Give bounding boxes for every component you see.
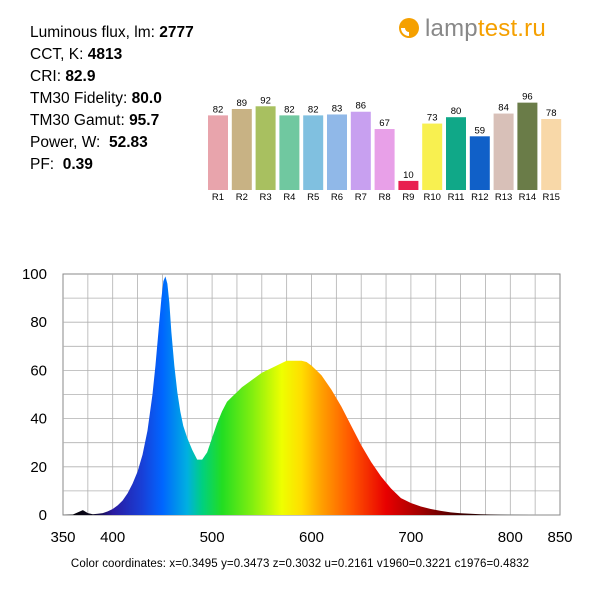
cri-bar-R15 — [541, 119, 562, 190]
y-tick-label: 60 — [30, 362, 47, 379]
stat-pf: PF: 0.39 — [30, 156, 93, 173]
cri-value-R14: 96 — [522, 92, 533, 103]
x-tick-label: 500 — [200, 529, 225, 546]
y-tick-label: 80 — [30, 314, 47, 331]
cri-label-R14: R14 — [519, 192, 536, 203]
cri-label-R2: R2 — [236, 192, 248, 203]
cri-value-R12: 59 — [475, 125, 486, 136]
cri-value-R9: 10 — [403, 170, 414, 181]
stat-tm30-gamut: TM30 Gamut: 95.7 — [30, 112, 160, 129]
x-tick-label: 850 — [547, 529, 572, 546]
spectrum-area — [63, 276, 560, 515]
cri-bar-chart: 82 R1 89 R2 92 R3 82 R4 82 R5 83 R6 86 R7 67 R8 10 R9 73 R1… — [208, 92, 562, 203]
stat-luminous-flux: Luminous flux, lm: 2777 — [30, 24, 194, 41]
x-tick-label: 800 — [498, 529, 523, 546]
stat-cri: CRI: 82.9 — [30, 68, 96, 85]
cri-label-R10: R10 — [423, 192, 440, 203]
cri-bar-R14 — [517, 102, 538, 190]
bulb-icon — [399, 18, 419, 38]
stat-power: Power, W: 52.83 — [30, 134, 148, 151]
cri-value-R7: 86 — [356, 101, 367, 112]
cri-label-R6: R6 — [331, 192, 343, 203]
site-logo[interactable]: lamptest.ru — [397, 12, 546, 46]
cri-bar-R1 — [208, 115, 228, 190]
cri-bar-R8 — [374, 129, 395, 190]
cri-value-R13: 84 — [498, 103, 509, 114]
cri-label-R11: R11 — [448, 192, 465, 203]
cri-label-R7: R7 — [355, 192, 367, 203]
x-tick-label: 350 — [50, 529, 75, 546]
lamp-parameters: Luminous flux, lm: 2777 CCT, K: 4813 CRI… — [30, 22, 194, 176]
cri-value-R5: 82 — [308, 104, 319, 115]
stat-cct: CCT, K: 4813 — [30, 46, 123, 63]
cri-value-R15: 78 — [546, 108, 557, 119]
stat-tm30-fidelity: TM30 Fidelity: 80.0 — [30, 90, 162, 107]
cri-label-R8: R8 — [379, 192, 391, 203]
cri-value-R10: 73 — [427, 113, 438, 124]
cri-label-R12: R12 — [471, 192, 488, 203]
cri-label-R1: R1 — [212, 192, 224, 203]
spectrum-chart: 0 20 40 60 80 100 350 400 500 600 700 800 850 — [22, 266, 573, 546]
cri-bar-R6 — [327, 114, 347, 190]
logo-text: lamptest.ru — [425, 15, 546, 42]
cri-label-R9: R9 — [402, 192, 414, 203]
cri-bar-R4 — [279, 115, 300, 190]
y-tick-label: 40 — [30, 411, 47, 428]
cri-bar-R2 — [231, 109, 252, 190]
x-tick-label: 400 — [100, 529, 125, 546]
x-tick-label: 700 — [398, 529, 423, 546]
cri-value-R1: 82 — [213, 104, 224, 115]
cri-value-R3: 92 — [260, 95, 271, 106]
cri-bar-R10 — [422, 123, 443, 190]
cri-bar-R7 — [350, 111, 371, 190]
cri-bar-R5 — [303, 115, 324, 190]
y-tick-label: 20 — [30, 459, 47, 476]
y-tick-label: 0 — [39, 507, 47, 524]
cri-value-R11: 80 — [451, 106, 462, 117]
y-tick-label: 100 — [22, 266, 47, 283]
cri-value-R6: 83 — [332, 103, 343, 114]
cri-bar-R9 — [398, 180, 419, 190]
cri-bar-R12 — [469, 136, 490, 190]
color-coordinates: Color coordinates: x=0.3495 y=0.3473 z=0… — [70, 558, 530, 570]
cri-bar-R11 — [446, 117, 466, 190]
cri-label-R15: R15 — [542, 192, 559, 203]
cri-label-R5: R5 — [307, 192, 319, 203]
cri-value-R2: 89 — [237, 98, 248, 109]
cri-value-R4: 82 — [284, 104, 295, 115]
x-tick-label: 600 — [299, 529, 324, 546]
cri-bar-R13 — [493, 113, 514, 190]
cri-label-R13: R13 — [495, 192, 512, 203]
cri-label-R3: R3 — [260, 192, 272, 203]
cri-bar-R3 — [255, 106, 276, 190]
cri-value-R8: 67 — [379, 118, 390, 129]
cri-label-R4: R4 — [283, 192, 295, 203]
